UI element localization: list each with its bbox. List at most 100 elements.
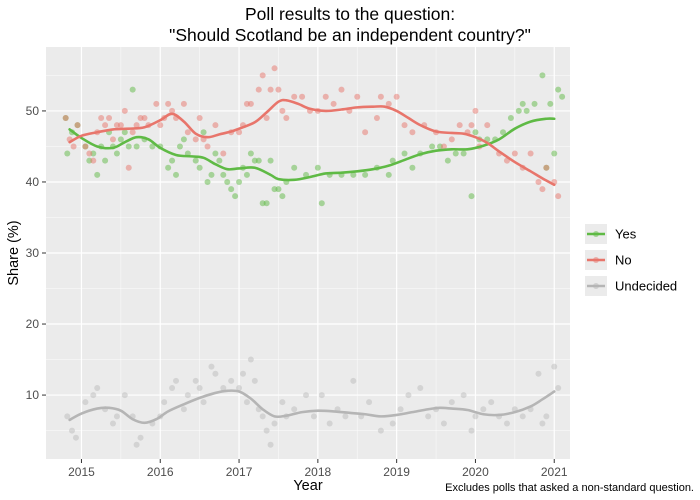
poll-point-undecided (377, 427, 384, 434)
poll-point-yes (121, 129, 128, 136)
trend-line-no (68, 98, 556, 187)
poll-point-no (196, 115, 203, 122)
poll-point-no (409, 129, 416, 136)
poll-point-undecided (535, 370, 542, 377)
poll-point-no (322, 93, 329, 100)
poll-point-yes (169, 157, 176, 164)
poll-point-yes (243, 171, 250, 178)
poll-point-undecided (180, 406, 187, 413)
poll-point-undecided (196, 384, 203, 391)
poll-point-no (527, 150, 534, 157)
poll-point-undecided (543, 413, 550, 420)
poll-point-yes (452, 150, 459, 157)
poll-point-yes (385, 171, 392, 178)
poll-point-no (236, 129, 243, 136)
poll-point-yes (389, 157, 396, 164)
minor-gridlines (46, 47, 570, 459)
poll-point-undecided (161, 399, 168, 406)
poll-point-yes (200, 129, 207, 136)
poll-point-undecided (366, 399, 373, 406)
poll-point-no (373, 115, 380, 122)
poll-point-yes (208, 171, 215, 178)
poll-point-undecided (488, 399, 495, 406)
poll-point-yes (314, 164, 321, 171)
poll-point-undecided (228, 377, 235, 384)
poll-point-undecided (397, 406, 404, 413)
poll-point-yes (192, 157, 199, 164)
poll-point-undecided (64, 413, 71, 420)
legend-key-point (593, 283, 599, 289)
poll-point-no (330, 100, 337, 107)
poll-point-undecided (184, 392, 191, 399)
poll-point-yes (559, 93, 566, 100)
poll-point-yes (173, 171, 180, 178)
poll-point-yes (149, 143, 156, 150)
x-tick-label: 2017 (226, 465, 253, 479)
poll-point-no (192, 136, 199, 143)
x-tick-label: 2020 (462, 465, 489, 479)
poll-point-undecided (389, 420, 396, 427)
poll-point-no (165, 100, 172, 107)
poll-point-yes (224, 178, 231, 185)
poll-point-undecided (291, 406, 298, 413)
poll-point-undecided (263, 427, 270, 434)
poll-point-undecided (113, 413, 120, 420)
poll-point-no (62, 115, 69, 122)
poll-point-undecided (503, 420, 510, 427)
poll-point-no (299, 93, 306, 100)
poll-points (62, 65, 566, 448)
trend-lines (68, 98, 556, 425)
poll-point-undecided (425, 413, 432, 420)
poll-point-undecided (251, 377, 258, 384)
poll-point-undecided (94, 384, 101, 391)
poll-point-yes (468, 193, 475, 200)
poll-point-no (275, 86, 282, 93)
poll-point-undecided (212, 370, 219, 377)
poll-point-undecided (318, 392, 325, 399)
poll-point-no (125, 164, 132, 171)
poll-point-undecided (448, 399, 455, 406)
x-tick-label: 2015 (68, 465, 95, 479)
poll-point-no (354, 93, 361, 100)
poll-point-yes (129, 86, 136, 93)
poll-point-undecided (519, 413, 526, 420)
poll-point-no (106, 115, 113, 122)
poll-point-yes (263, 200, 270, 207)
poll-point-undecided (551, 363, 558, 370)
poll-point-no (169, 107, 176, 114)
poll-point-yes (539, 72, 546, 79)
poll-point-undecided (137, 434, 144, 441)
poll-point-undecided (82, 399, 89, 406)
poll-point-no (338, 86, 345, 93)
poll-point-yes (212, 150, 219, 157)
poll-point-yes (362, 171, 369, 178)
poll-point-no (90, 157, 97, 164)
x-tick-label: 2018 (304, 465, 331, 479)
poll-point-no (283, 115, 290, 122)
poll-point-undecided (342, 413, 349, 420)
poll-point-no (448, 136, 455, 143)
axes: 2015 2016 2017 2018 2019 2020 2021 10 20 30 40 50 (26, 104, 568, 479)
poll-point-undecided (169, 384, 176, 391)
poll-point-yes (236, 178, 243, 185)
poll-point-yes (500, 129, 507, 136)
poll-point-undecided (90, 392, 97, 399)
poll-point-no (133, 122, 140, 129)
poll-point-undecided (271, 420, 278, 427)
poll-point-yes (350, 171, 357, 178)
poll-point-undecided (239, 370, 246, 377)
poll-point-undecided (555, 384, 562, 391)
poll-point-yes (318, 200, 325, 207)
poll-point-no (543, 164, 550, 171)
poll-point-yes (165, 164, 172, 171)
x-axis-title: Year (293, 478, 322, 494)
poll-point-undecided (279, 399, 286, 406)
poll-point-no (440, 143, 447, 150)
poll-point-yes (102, 157, 109, 164)
poll-point-no (141, 115, 148, 122)
poll-point-no (102, 122, 109, 129)
poll-point-yes (232, 193, 239, 200)
x-tick-label: 2016 (147, 465, 174, 479)
poll-point-no (468, 122, 475, 129)
poll-point-undecided (208, 363, 215, 370)
